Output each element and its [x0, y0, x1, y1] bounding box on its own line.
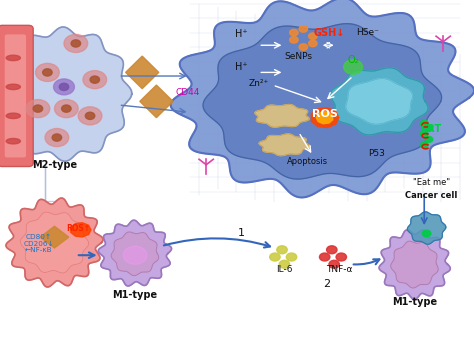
Polygon shape: [391, 241, 438, 288]
Circle shape: [270, 253, 280, 261]
Text: H⁺: H⁺: [236, 62, 248, 72]
Circle shape: [299, 26, 308, 32]
Text: M1-type: M1-type: [392, 297, 438, 307]
Circle shape: [33, 105, 43, 112]
Text: Apoptosis: Apoptosis: [287, 157, 328, 165]
Text: H⁺: H⁺: [236, 29, 248, 39]
Circle shape: [319, 253, 330, 261]
Polygon shape: [346, 79, 412, 124]
Circle shape: [123, 246, 147, 264]
Polygon shape: [40, 226, 69, 248]
Circle shape: [55, 100, 78, 118]
Polygon shape: [99, 220, 172, 286]
Ellipse shape: [6, 113, 20, 119]
Circle shape: [420, 142, 428, 148]
Text: Zn²⁺: Zn²⁺: [248, 79, 268, 88]
Polygon shape: [259, 134, 310, 156]
Text: M1-type: M1-type: [112, 290, 158, 300]
Circle shape: [327, 246, 337, 254]
Polygon shape: [0, 27, 132, 161]
Circle shape: [62, 105, 71, 112]
Polygon shape: [111, 232, 159, 275]
Text: 1: 1: [238, 228, 245, 239]
Text: M2-type: M2-type: [32, 160, 77, 170]
Circle shape: [309, 40, 317, 47]
Circle shape: [277, 246, 287, 254]
Circle shape: [59, 83, 69, 90]
Circle shape: [45, 129, 69, 147]
Text: 2: 2: [323, 279, 331, 289]
Circle shape: [329, 260, 339, 268]
Polygon shape: [71, 223, 91, 237]
Text: ROS: ROS: [312, 109, 337, 119]
FancyBboxPatch shape: [0, 25, 33, 167]
Ellipse shape: [6, 139, 20, 144]
Text: P53: P53: [368, 150, 385, 158]
Circle shape: [336, 253, 346, 261]
Circle shape: [26, 100, 50, 118]
Text: O₂: O₂: [347, 55, 359, 65]
Polygon shape: [6, 198, 103, 287]
Circle shape: [54, 79, 74, 95]
Polygon shape: [203, 24, 442, 179]
Text: IL-6: IL-6: [276, 265, 292, 274]
Polygon shape: [126, 56, 159, 89]
Circle shape: [43, 69, 52, 76]
Text: TNF-α: TNF-α: [326, 265, 352, 274]
Circle shape: [64, 34, 88, 52]
Circle shape: [71, 40, 81, 47]
Circle shape: [299, 44, 308, 50]
Polygon shape: [330, 68, 428, 135]
Circle shape: [90, 76, 100, 83]
Text: CRT: CRT: [421, 123, 442, 134]
Polygon shape: [140, 85, 173, 118]
Text: ROS↑: ROS↑: [66, 224, 90, 232]
Text: "Eat me": "Eat me": [413, 178, 450, 187]
Text: Cancer cell: Cancer cell: [405, 191, 457, 200]
Polygon shape: [255, 105, 309, 127]
Polygon shape: [311, 108, 339, 128]
Circle shape: [290, 37, 298, 43]
Polygon shape: [407, 212, 446, 244]
Circle shape: [83, 71, 107, 89]
Text: HSe⁻: HSe⁻: [356, 28, 379, 37]
Circle shape: [279, 260, 290, 268]
Polygon shape: [316, 111, 333, 124]
Circle shape: [309, 33, 317, 39]
Circle shape: [420, 131, 428, 137]
Circle shape: [425, 126, 433, 131]
Text: CD206↓: CD206↓: [24, 241, 54, 247]
Circle shape: [85, 112, 95, 119]
Polygon shape: [379, 230, 450, 299]
Text: ←NF-κB: ←NF-κB: [25, 247, 53, 253]
Text: SeNPs: SeNPs: [284, 52, 313, 60]
Circle shape: [286, 253, 297, 261]
Text: GSH↓: GSH↓: [314, 28, 345, 38]
Polygon shape: [20, 212, 89, 273]
Polygon shape: [171, 0, 474, 197]
Ellipse shape: [6, 84, 20, 89]
Circle shape: [422, 230, 431, 237]
Circle shape: [78, 107, 102, 125]
FancyBboxPatch shape: [5, 34, 26, 157]
Ellipse shape: [6, 55, 20, 60]
Circle shape: [36, 63, 59, 81]
Circle shape: [420, 120, 428, 126]
Circle shape: [344, 60, 363, 74]
Circle shape: [425, 136, 433, 142]
Text: CD80↑: CD80↑: [26, 234, 52, 240]
Circle shape: [52, 134, 62, 141]
Text: CD44: CD44: [175, 88, 200, 97]
Circle shape: [290, 29, 298, 36]
